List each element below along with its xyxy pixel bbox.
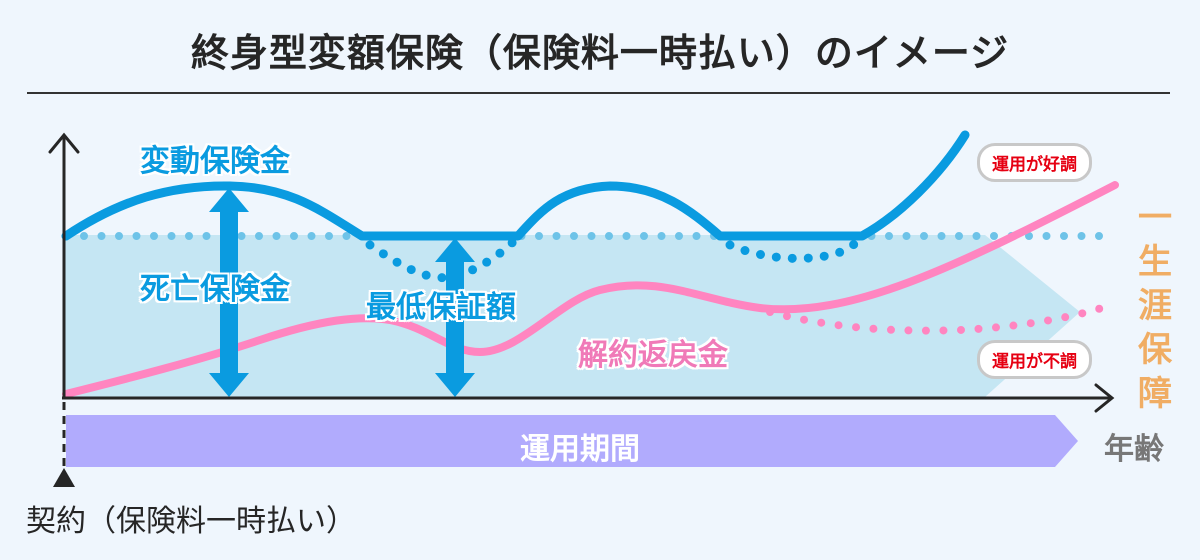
coverage-area bbox=[64, 235, 1080, 397]
minimum-guarantee-label: 最低保証額 bbox=[366, 290, 516, 325]
investment-period-bar bbox=[66, 415, 1078, 467]
surrender-value-line bbox=[62, 181, 1119, 398]
contract-marker-triangle bbox=[53, 468, 75, 487]
lifetime-coverage-label: 一 生 涯 保 障 bbox=[1138, 198, 1172, 414]
x-axis-label: 年齢 bbox=[1104, 432, 1164, 467]
page-title: 終身型変額保険（保険料一時払い）のイメージ bbox=[190, 31, 1010, 75]
death-benefit-arrow bbox=[209, 188, 249, 397]
investment-period-label: 運用期間 bbox=[520, 432, 640, 467]
contract-label: 契約（保険料一時払い） bbox=[26, 504, 356, 539]
surrender-poor-dotted bbox=[766, 303, 1109, 335]
title-divider bbox=[27, 92, 1170, 94]
surrender-value-label: 解約返戻金 bbox=[578, 338, 728, 373]
death-benefit-label: 死亡保険金 bbox=[140, 272, 290, 307]
good-performance-bubble: 運用が好調 bbox=[977, 143, 1092, 182]
y-axis-arrowhead bbox=[48, 132, 80, 154]
variable-benefit-label: 変動保険金 bbox=[140, 144, 290, 179]
x-axis-arrowhead bbox=[1094, 383, 1115, 413]
variable-dip-dotted-2 bbox=[725, 233, 865, 263]
poor-performance-bubble: 運用が不調 bbox=[977, 340, 1092, 379]
variable-benefit-line bbox=[61, 130, 970, 241]
minimum-guarantee-arrow bbox=[435, 238, 475, 397]
